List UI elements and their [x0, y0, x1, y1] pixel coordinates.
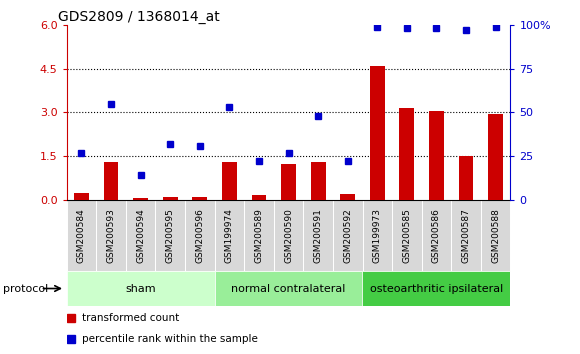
Bar: [340, 194, 355, 200]
FancyBboxPatch shape: [244, 200, 274, 271]
Text: GSM200584: GSM200584: [77, 208, 86, 263]
Text: transformed count: transformed count: [82, 313, 179, 324]
Text: normal contralateral: normal contralateral: [231, 284, 346, 293]
Bar: [488, 114, 503, 200]
FancyBboxPatch shape: [126, 200, 155, 271]
Bar: [281, 164, 296, 200]
Text: GSM200595: GSM200595: [166, 208, 175, 263]
Bar: [311, 162, 325, 200]
Text: sham: sham: [125, 284, 156, 293]
Text: GSM200585: GSM200585: [403, 208, 411, 263]
Bar: [252, 195, 266, 200]
FancyBboxPatch shape: [392, 200, 422, 271]
FancyBboxPatch shape: [96, 200, 126, 271]
Bar: [163, 196, 177, 200]
Bar: [104, 162, 118, 200]
FancyBboxPatch shape: [481, 200, 510, 271]
FancyBboxPatch shape: [215, 200, 244, 271]
FancyBboxPatch shape: [67, 271, 215, 306]
Text: GSM200593: GSM200593: [107, 208, 115, 263]
Bar: [459, 156, 473, 200]
Bar: [133, 198, 148, 200]
Bar: [370, 66, 385, 200]
Text: GSM199973: GSM199973: [373, 208, 382, 263]
Text: protocol: protocol: [3, 284, 48, 293]
Text: GSM200594: GSM200594: [136, 208, 145, 263]
Text: GSM200591: GSM200591: [314, 208, 322, 263]
Bar: [400, 108, 414, 200]
Text: GSM200586: GSM200586: [432, 208, 441, 263]
FancyBboxPatch shape: [274, 200, 303, 271]
FancyBboxPatch shape: [303, 200, 333, 271]
Text: GSM200589: GSM200589: [255, 208, 263, 263]
FancyBboxPatch shape: [185, 200, 215, 271]
Text: percentile rank within the sample: percentile rank within the sample: [82, 334, 258, 344]
Bar: [429, 111, 444, 200]
FancyBboxPatch shape: [451, 200, 481, 271]
FancyBboxPatch shape: [333, 200, 362, 271]
Text: GSM200588: GSM200588: [491, 208, 500, 263]
Text: GSM199974: GSM199974: [225, 208, 234, 263]
Text: GSM200590: GSM200590: [284, 208, 293, 263]
FancyBboxPatch shape: [422, 200, 451, 271]
Text: GSM200587: GSM200587: [462, 208, 470, 263]
Bar: [222, 162, 237, 200]
FancyBboxPatch shape: [362, 271, 510, 306]
Text: GSM200592: GSM200592: [343, 208, 352, 263]
Text: GSM200596: GSM200596: [195, 208, 204, 263]
FancyBboxPatch shape: [67, 200, 96, 271]
Text: osteoarthritic ipsilateral: osteoarthritic ipsilateral: [370, 284, 503, 293]
FancyBboxPatch shape: [215, 271, 362, 306]
Bar: [74, 193, 89, 200]
FancyBboxPatch shape: [362, 200, 392, 271]
Bar: [193, 196, 207, 200]
FancyBboxPatch shape: [155, 200, 185, 271]
Text: GDS2809 / 1368014_at: GDS2809 / 1368014_at: [58, 10, 220, 24]
